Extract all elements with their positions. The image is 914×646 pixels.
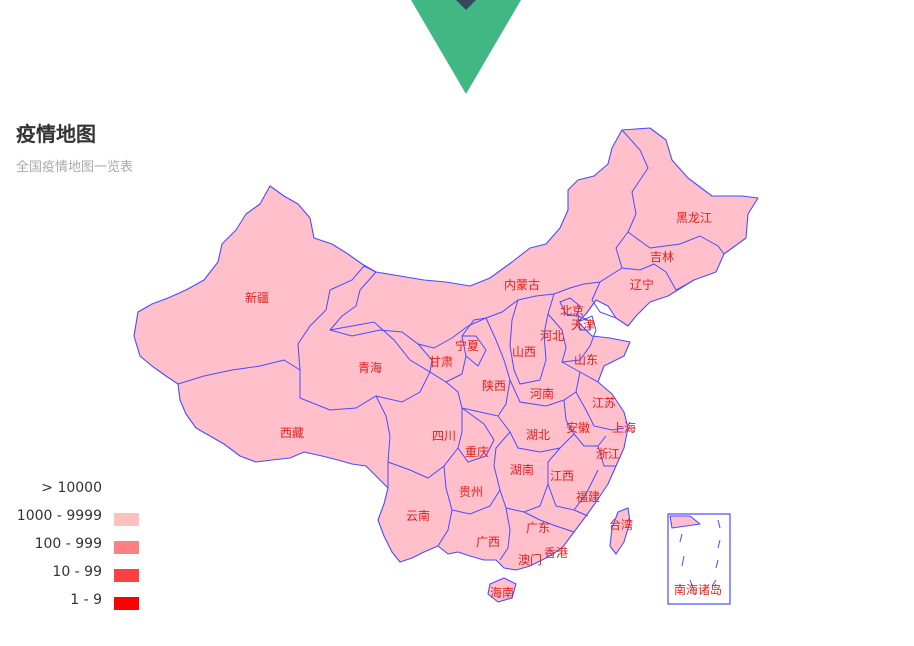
legend-label: 100 - 999 [34, 536, 102, 552]
taiwan-island [609, 507, 631, 555]
border-jilin [615, 231, 695, 291]
label-shaanxi: 陕西 [482, 378, 506, 393]
label-yunnan: 云南 [406, 508, 430, 523]
label-hebei: 河北 [540, 329, 564, 343]
border-beijing-tianjin [559, 297, 591, 331]
label-aomen: 澳门 [518, 552, 542, 567]
border-hunan [493, 431, 549, 513]
label-shanghai: 上海 [612, 420, 636, 435]
label-hunan: 湖南 [510, 462, 534, 477]
legend-swatch [114, 597, 139, 610]
label-hubei: 湖北 [526, 427, 550, 442]
border-sichuan-south [387, 447, 459, 479]
border-ningxia [462, 335, 487, 367]
legend-label: 10 - 99 [52, 564, 102, 580]
legend-item[interactable]: 100 - 999 [0, 536, 160, 558]
inset-coastline [669, 515, 701, 529]
label-henan: 河南 [530, 386, 554, 401]
legend-swatch [114, 513, 139, 526]
legend-swatch [114, 485, 139, 498]
border-jiangxi [547, 447, 599, 511]
border-sichuan-chongqing [457, 407, 495, 463]
label-sichuan: 四川 [432, 429, 456, 443]
label-tianjin: 天津 [571, 318, 595, 332]
label-anhui: 安徽 [566, 420, 590, 435]
border-liaoning [591, 267, 623, 319]
border-zhejiang [597, 445, 616, 467]
label-shanxi: 山西 [512, 345, 536, 359]
border-fujian [573, 509, 589, 517]
border-shaanxi [445, 317, 511, 417]
province-borders [177, 129, 725, 561]
label-ningxia: 宁夏 [455, 338, 479, 353]
legend-item[interactable]: 10 - 99 [0, 564, 160, 586]
label-liaoning: 辽宁 [630, 277, 654, 292]
vue-logo-inner-shape [456, 0, 476, 10]
legend-item[interactable]: > 10000 [0, 480, 160, 502]
legend-label: 1000 - 9999 [16, 508, 102, 524]
inset-dashes [679, 519, 721, 591]
map-title: 疫情地图 [16, 122, 96, 146]
label-xizang: 西藏 [280, 426, 304, 440]
label-qinghai: 青海 [358, 360, 382, 375]
border-gansu [417, 317, 487, 383]
border-hubei [497, 415, 575, 453]
label-beijing: 北京 [560, 304, 584, 318]
label-shandong: 山东 [574, 353, 598, 367]
border-xizang-north [177, 359, 391, 488]
border-hebei [547, 313, 597, 363]
legend-label: 1 - 9 [70, 592, 102, 608]
label-zhejiang: 浙江 [596, 447, 620, 461]
border-xinjiang-east [297, 265, 377, 371]
label-hainan: 海南 [490, 585, 514, 600]
label-jilin: 吉林 [650, 250, 674, 264]
border-qinghai-east [329, 321, 431, 403]
south-china-sea-inset [667, 513, 731, 605]
border-neimenggu-south [329, 271, 601, 349]
legend-label: > 10000 [41, 480, 102, 496]
border-henan [509, 371, 581, 407]
label-nanhai: 南海诸岛 [674, 582, 722, 597]
hainan-island [487, 577, 517, 603]
vue-logo-outer-shape [411, 0, 521, 94]
label-guangxi: 广西 [476, 535, 500, 549]
label-gansu: 甘肃 [429, 355, 453, 369]
border-yunnan-guangxi [437, 509, 453, 547]
label-chongqing: 重庆 [465, 445, 489, 459]
vue-logo [411, 0, 521, 94]
label-guizhou: 贵州 [459, 485, 483, 499]
border-jiangsu-anhui [563, 391, 625, 447]
legend-swatch [114, 569, 139, 582]
legend-item[interactable]: 1 - 9 [0, 592, 160, 614]
border-guizhou [443, 465, 501, 515]
label-xinjiang: 新疆 [245, 290, 269, 305]
label-xianggang: 香港 [544, 546, 568, 560]
label-neimenggu: 内蒙古 [504, 277, 540, 292]
label-jiangxi: 江西 [550, 469, 574, 483]
label-guangdong: 广东 [526, 521, 550, 535]
label-taiwan: 台湾 [609, 517, 633, 532]
china-outline [133, 127, 759, 571]
label-heilongjiang: 黑龙江 [676, 211, 712, 225]
label-fujian: 福建 [576, 489, 600, 504]
legend-swatch [114, 541, 139, 554]
label-jiangsu: 江苏 [592, 396, 616, 410]
region-labels: 黑龙江 吉林 辽宁 内蒙古 北京 天津 河北 山西 山东 新疆 青海 甘肃 宁夏… [245, 211, 722, 600]
border-shanxi [509, 293, 555, 385]
legend-item[interactable]: 1000 - 9999 [0, 508, 160, 530]
map-subtitle: 全国疫情地图一览表 [16, 160, 134, 175]
border-guangxi-guangdong [499, 507, 575, 561]
